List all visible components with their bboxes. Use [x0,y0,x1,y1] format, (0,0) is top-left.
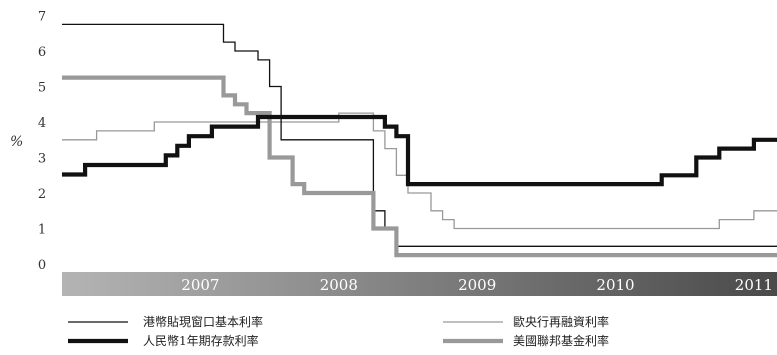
series-layer [62,23,777,258]
year-label: 2007 [181,276,219,294]
year-label: 2008 [320,276,358,294]
legend-label: 港幣貼現窗口基本利率 [143,314,263,329]
y-axis: 0 1 2 3 4 5 6 7 [38,10,46,274]
series-line-2 [62,112,777,230]
legend-label: 美國聯邦基金利率 [513,333,609,348]
year-axis-band: 2007 2008 2009 2010 2011 [62,272,777,296]
y-tick-label: 2 [38,187,46,202]
y-axis-unit-label: % [10,134,23,150]
year-label: 2009 [458,276,496,294]
y-tick-label: 0 [38,258,46,273]
y-tick-label: 3 [38,152,46,167]
y-tick-label: 4 [38,116,46,131]
y-tick-label: 5 [38,81,46,96]
y-tick-label: 1 [38,223,46,238]
legend-label: 歐央行再融資利率 [513,314,609,329]
legend-label: 人民幣1年期存款利率 [143,333,259,348]
year-band-background [62,272,777,296]
series-line-4 [62,75,777,258]
series-line-3 [62,114,777,187]
series-line-1 [62,23,777,247]
y-tick-label: 6 [38,45,46,60]
year-label: 2011 [735,276,773,294]
year-label: 2010 [596,276,634,294]
y-tick-label: 7 [38,10,46,25]
